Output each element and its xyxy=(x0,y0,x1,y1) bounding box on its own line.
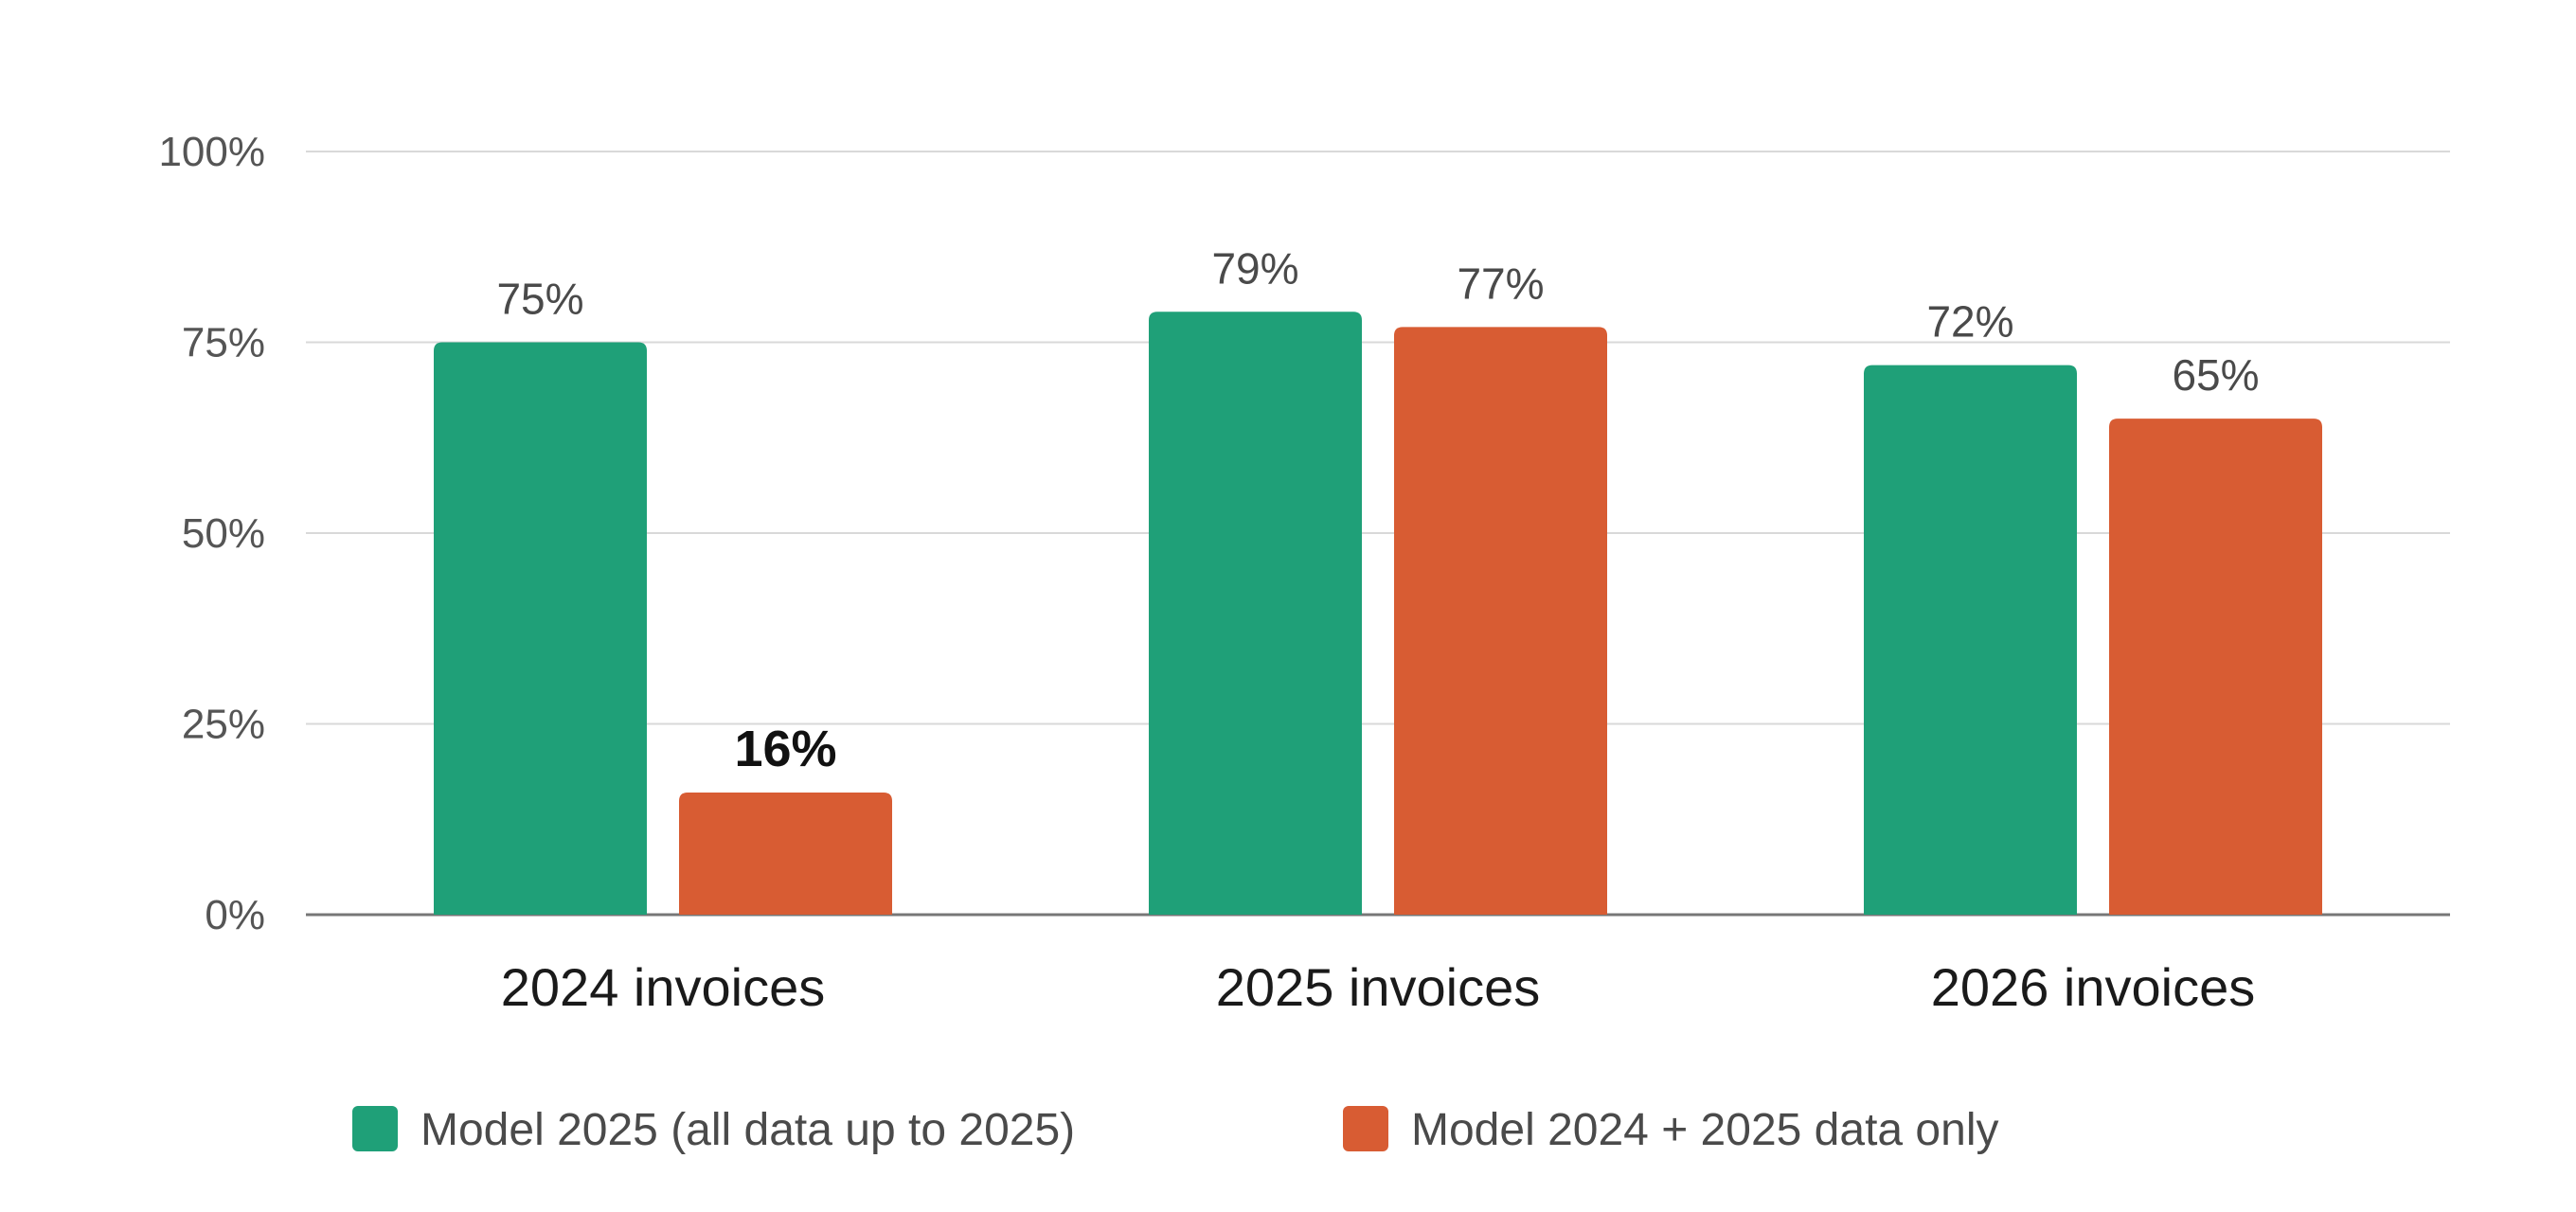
y-tick-label: 100% xyxy=(158,129,265,175)
bar xyxy=(1864,365,2077,915)
legend: Model 2025 (all data up to 2025) Model 20… xyxy=(352,1105,1998,1155)
data-label: 75% xyxy=(496,275,583,324)
legend-swatch xyxy=(352,1106,398,1151)
data-label: 77% xyxy=(1457,258,1544,308)
y-tick-label: 0% xyxy=(205,892,265,938)
y-tick-label: 50% xyxy=(182,510,265,557)
bar xyxy=(1149,312,1362,915)
bar xyxy=(2109,419,2322,916)
x-tick-label: 2025 invoices xyxy=(1216,957,1540,1017)
y-axis-tick-labels: 0% 25% 50% 75% 100% xyxy=(158,129,265,938)
bar xyxy=(434,342,647,915)
y-tick-label: 25% xyxy=(182,702,265,748)
x-tick-label: 2026 invoices xyxy=(1931,957,2255,1017)
bar xyxy=(679,793,892,915)
grid-layer xyxy=(306,151,2450,917)
data-labels: 75% 16% 79% 77% 72% 65% xyxy=(496,243,2259,777)
bar xyxy=(1394,327,1607,915)
legend-label: Model 2024 + 2025 data only xyxy=(1411,1105,1998,1155)
x-axis-tick-labels: 2024 invoices 2025 invoices 2026 invoices xyxy=(501,957,2255,1017)
data-label: 79% xyxy=(1211,243,1298,293)
legend-label: Model 2025 (all data up to 2025) xyxy=(420,1105,1075,1155)
data-label: 16% xyxy=(734,721,836,777)
bars xyxy=(434,312,2322,916)
legend-swatch xyxy=(1343,1106,1388,1151)
data-label: 72% xyxy=(1926,297,2013,347)
y-tick-label: 75% xyxy=(182,320,265,366)
x-tick-label: 2024 invoices xyxy=(501,957,825,1017)
data-label: 65% xyxy=(2172,350,2259,400)
